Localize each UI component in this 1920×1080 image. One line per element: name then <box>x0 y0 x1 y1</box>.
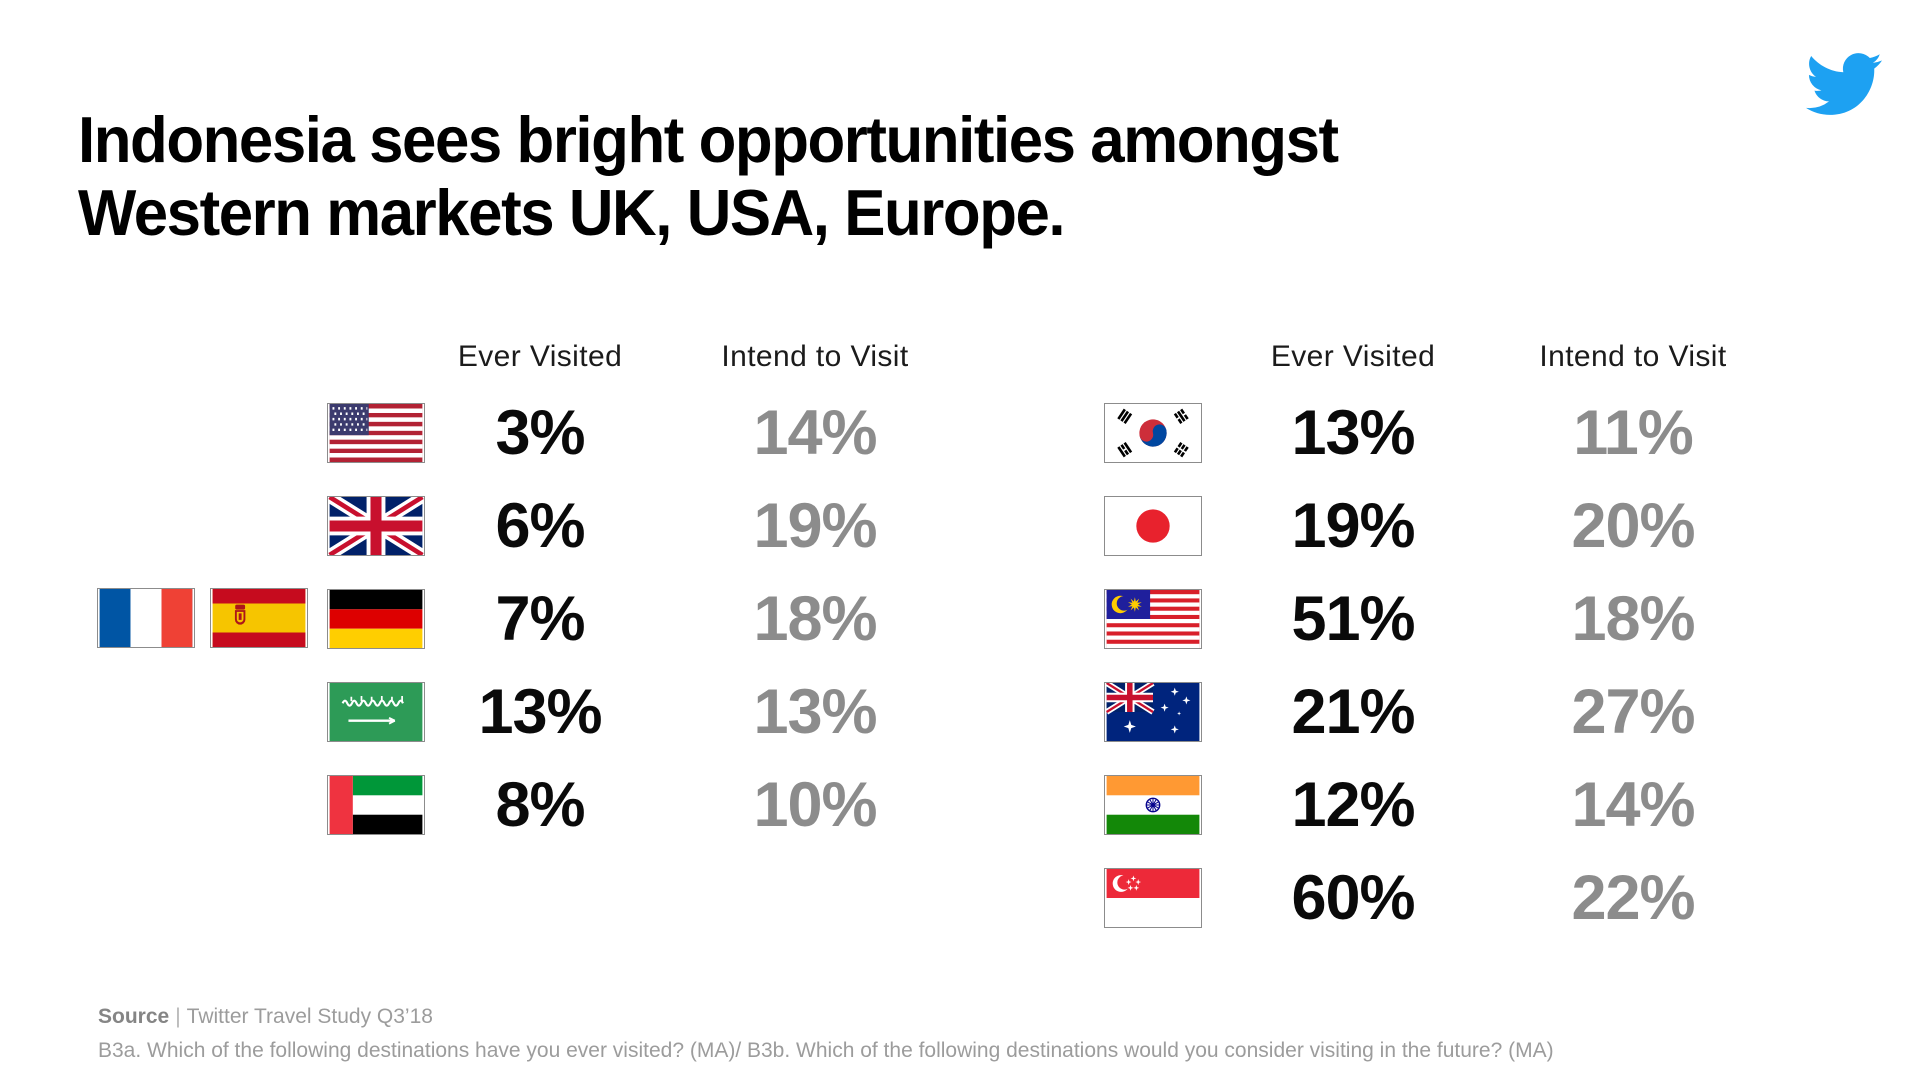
right-table: Ever Visited Intend to Visit <box>1103 310 1763 944</box>
intend-to-visit-value: 13% <box>753 676 877 747</box>
table-row-flag <box>1103 572 1203 665</box>
table-row-flag <box>322 479 430 572</box>
twitter-bird-icon <box>1798 46 1890 122</box>
ever-visited-value: 3% <box>495 397 585 468</box>
table-row-flag <box>322 758 430 851</box>
ever-visited-header: Ever Visited <box>1270 340 1436 373</box>
source-separator: | <box>175 1005 181 1028</box>
saudi-arabia-flag-icon <box>327 681 425 742</box>
intend-to-visit-header: Intend to Visit <box>1539 340 1727 373</box>
intend-to-visit-value: 10% <box>753 769 877 840</box>
ever-visited-value: 51% <box>1291 583 1415 654</box>
india-flag-icon <box>1104 774 1202 835</box>
left-table: Ever Visited Intend to Visit 3% 14% <box>322 310 980 851</box>
uk-flag-icon <box>327 495 425 556</box>
ever-visited-value: 19% <box>1291 490 1415 561</box>
companion-flags <box>97 588 308 648</box>
source-label: Source <box>98 1005 170 1028</box>
table-row-flag <box>1103 665 1203 758</box>
table-row-flag <box>322 665 430 758</box>
germany-flag-icon <box>327 588 425 649</box>
intend-to-visit-value: 14% <box>753 397 877 468</box>
intend-to-visit-header: Intend to Visit <box>721 340 909 373</box>
ever-visited-value: 21% <box>1291 676 1415 747</box>
question-line: B3a. Which of the following destinations… <box>98 1039 1554 1063</box>
title-line-2: Western markets UK, USA, Europe. <box>78 175 1066 249</box>
spacer <box>1103 310 1203 386</box>
ever-visited-header: Ever Visited <box>457 340 623 373</box>
table-row-flag <box>1103 479 1203 572</box>
ever-visited-value: 13% <box>478 676 602 747</box>
intend-to-visit-value: 20% <box>1571 490 1695 561</box>
intend-to-visit-value: 18% <box>1571 583 1695 654</box>
intend-to-visit-value: 11% <box>1573 397 1694 468</box>
ever-visited-value: 6% <box>495 490 585 561</box>
ever-visited-value: 8% <box>495 769 585 840</box>
australia-flag-icon <box>1104 681 1202 742</box>
ever-visited-value: 7% <box>495 583 585 654</box>
singapore-flag-icon <box>1104 867 1202 928</box>
footer: Source | Twitter Travel Study Q3’18 B3a. W… <box>98 1000 1554 1068</box>
france-flag-icon <box>97 588 195 648</box>
table-row-flag <box>1103 386 1203 479</box>
uae-flag-icon <box>327 774 425 835</box>
title-line-1: Indonesia sees bright opportunities amon… <box>78 103 1339 176</box>
south-korea-flag-icon <box>1104 402 1202 463</box>
ever-visited-value: 60% <box>1291 862 1415 933</box>
table-row-flag <box>322 572 430 665</box>
intend-to-visit-value: 19% <box>753 490 877 561</box>
source-value: Twitter Travel Study Q3’18 <box>186 1005 433 1028</box>
usa-flag-icon <box>327 402 425 463</box>
source-line: Source | Twitter Travel Study Q3’18 <box>98 1000 1554 1034</box>
spacer <box>322 310 430 386</box>
intend-to-visit-value: 18% <box>753 583 877 654</box>
ever-visited-value: 12% <box>1291 769 1415 840</box>
ever-visited-value: 13% <box>1291 397 1415 468</box>
table-row-flag <box>322 386 430 479</box>
spain-flag-icon <box>210 588 308 648</box>
table-row-flag <box>1103 758 1203 851</box>
page-title: Indonesia sees bright opportunities amon… <box>78 103 1339 250</box>
intend-to-visit-value: 22% <box>1571 862 1695 933</box>
intend-to-visit-value: 27% <box>1571 676 1695 747</box>
malaysia-flag-icon <box>1104 588 1202 649</box>
intend-to-visit-value: 14% <box>1571 769 1695 840</box>
japan-flag-icon <box>1104 495 1202 556</box>
table-row-flag <box>1103 851 1203 944</box>
